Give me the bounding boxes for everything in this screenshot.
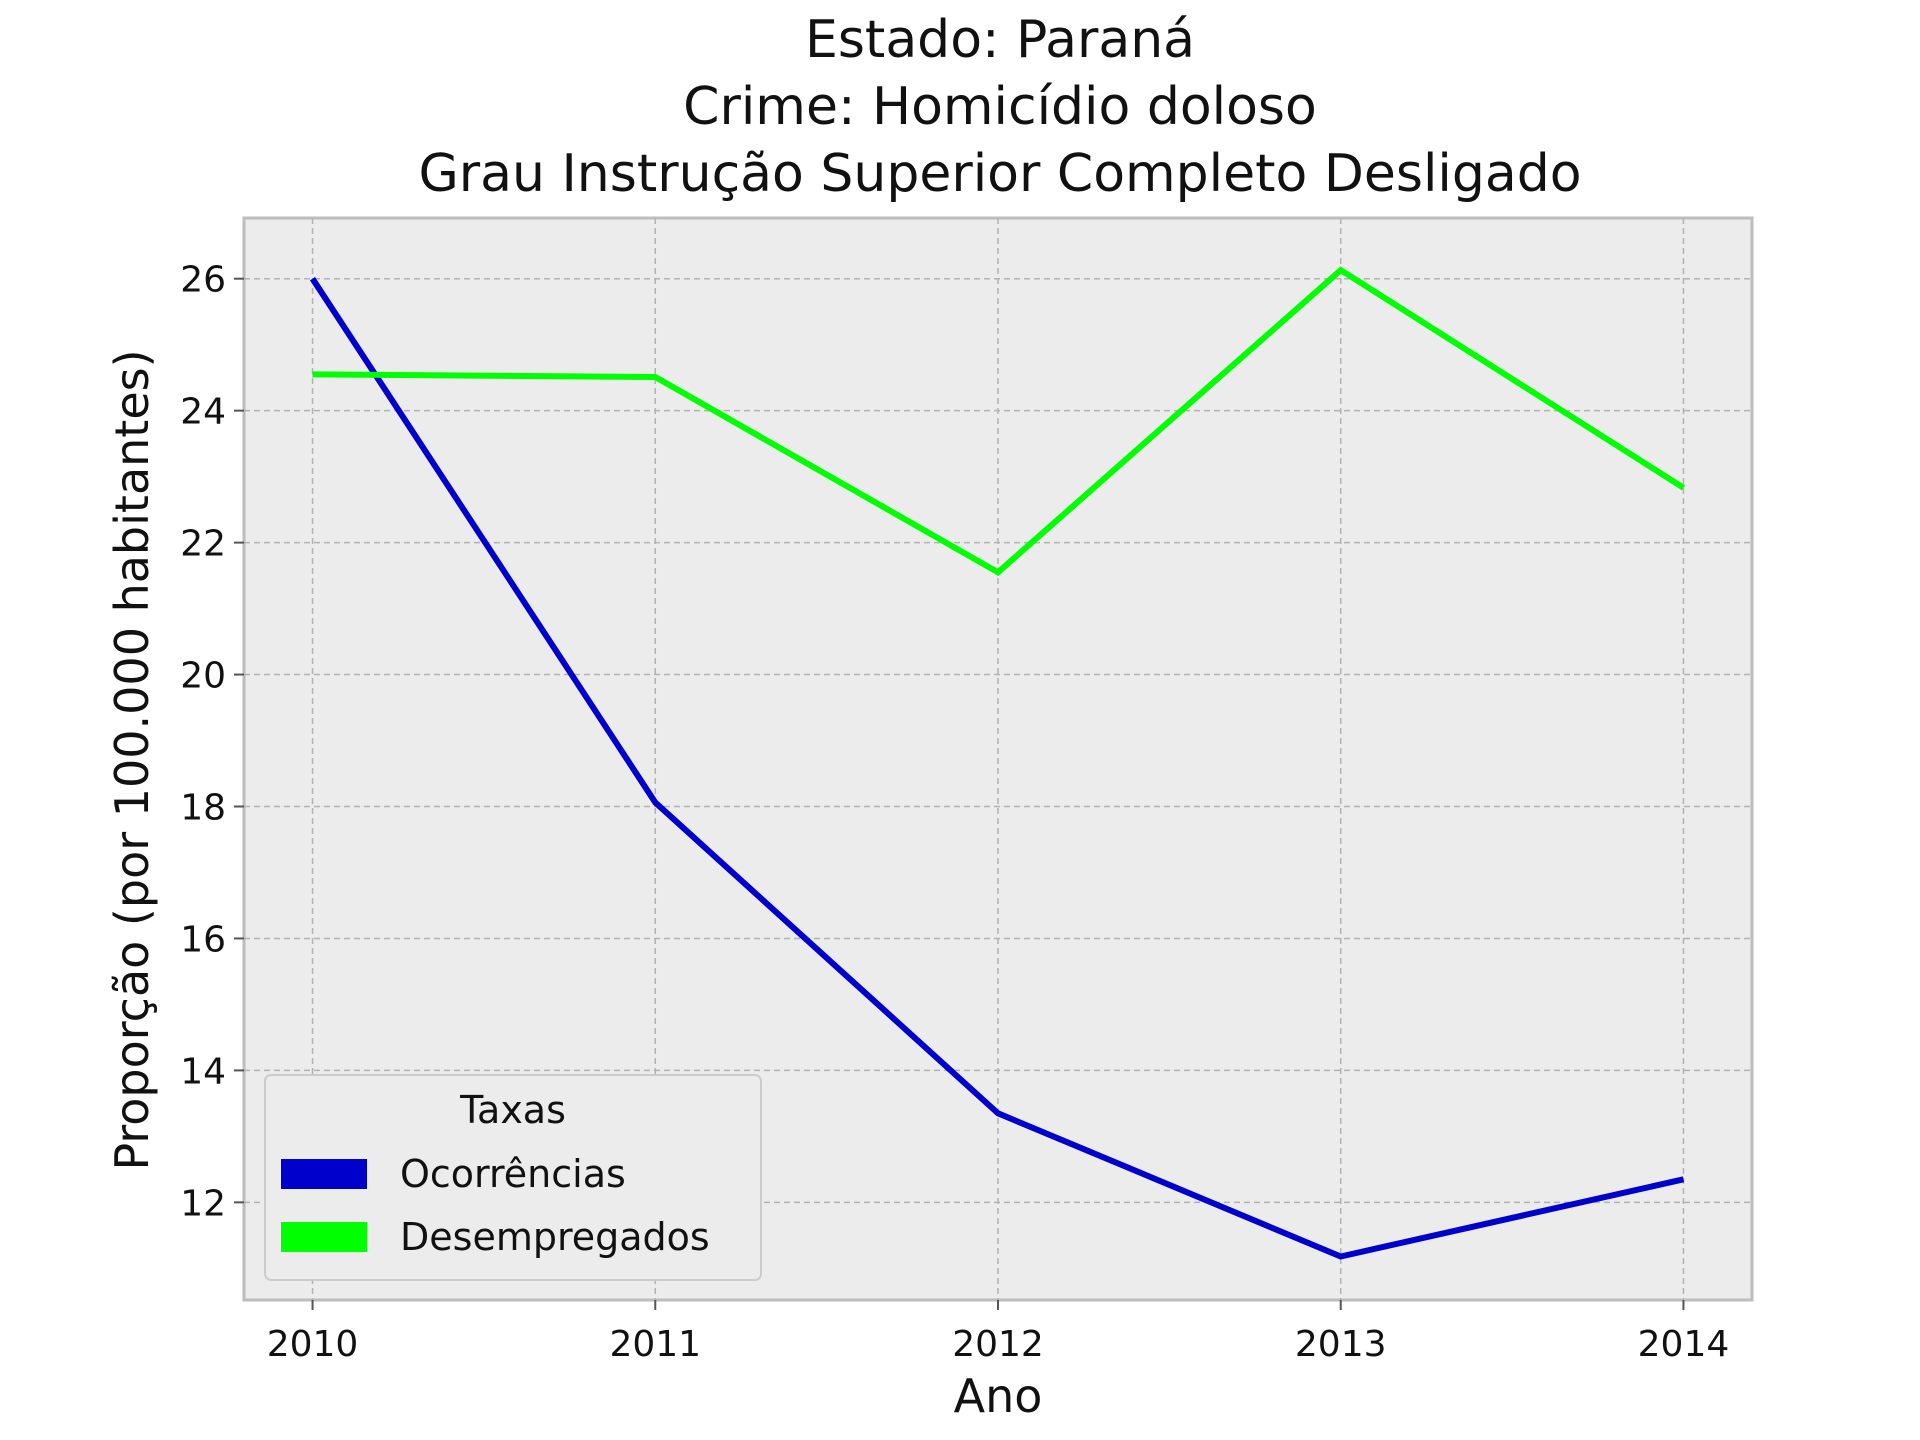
x-tick-label: 2010 <box>267 1324 359 1365</box>
legend-label-ocorrencias: Ocorrências <box>400 1152 626 1196</box>
x-axis-label: Ano <box>954 1369 1043 1423</box>
y-tick-label: 16 <box>180 919 226 960</box>
y-tick-label: 26 <box>180 260 226 301</box>
y-tick-label: 22 <box>180 524 226 565</box>
x-tick-label: 2012 <box>952 1324 1044 1365</box>
y-tick-label: 20 <box>180 656 226 697</box>
title-line-1: Estado: Paraná <box>805 10 1195 70</box>
legend-box <box>264 1074 762 1281</box>
legend-swatch-desempregados <box>281 1222 367 1252</box>
y-tick-label: 12 <box>180 1183 226 1224</box>
legend-label-desempregados: Desempregados <box>400 1215 710 1259</box>
y-tick-label: 14 <box>180 1051 226 1092</box>
series-line-0 <box>309 277 1685 1260</box>
ticks: 2010 2011 2012 2013 2014 12 14 16 18 20 22 24 26 <box>180 260 1729 1365</box>
series-line-1 <box>312 266 1686 576</box>
legend-swatch-ocorrencias <box>281 1159 367 1189</box>
title-line-2: Crime: Homicídio doloso <box>683 77 1317 137</box>
x-tick-label: 2013 <box>1295 1324 1387 1365</box>
x-tick-label: 2011 <box>609 1324 701 1365</box>
y-tick-label: 24 <box>180 392 226 433</box>
y-axis-label: Proporção (por 100.000 habitantes) <box>105 349 159 1170</box>
series-layer <box>309 266 1686 1260</box>
legend: Taxas Ocorrências Desempregados <box>264 1074 762 1281</box>
legend-title: Taxas <box>459 1088 566 1132</box>
x-tick-label: 2014 <box>1638 1324 1730 1365</box>
title-line-3: Grau Instrução Superior Completo Desliga… <box>418 144 1581 204</box>
y-tick-label: 18 <box>180 788 226 829</box>
chart-title: Estado: Paraná Crime: Homicídio doloso G… <box>418 10 1581 204</box>
